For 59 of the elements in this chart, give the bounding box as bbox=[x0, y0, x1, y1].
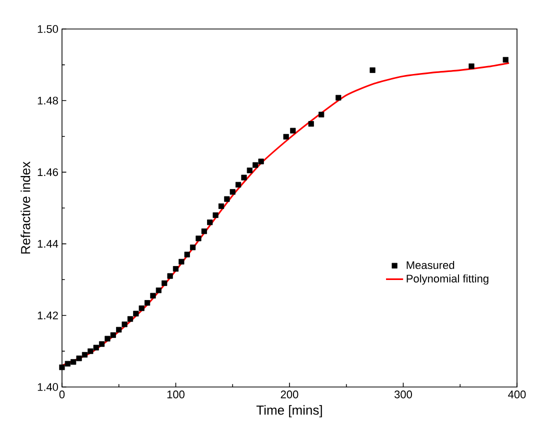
point bbox=[336, 94, 342, 101]
point bbox=[156, 288, 162, 294]
point bbox=[241, 174, 247, 180]
point bbox=[104, 336, 110, 342]
point bbox=[318, 112, 324, 118]
y-tick-label: 1.48 bbox=[38, 96, 58, 104]
x-tick-label: 300 bbox=[394, 390, 412, 398]
x-tick-label: 200 bbox=[280, 390, 298, 398]
point bbox=[370, 67, 376, 73]
x-axis-title: Time [mins] bbox=[256, 405, 322, 418]
point bbox=[133, 310, 139, 316]
y-axis-title: Refractive index bbox=[20, 162, 30, 254]
point bbox=[224, 196, 230, 202]
point bbox=[144, 300, 150, 306]
point bbox=[70, 359, 76, 365]
point bbox=[138, 305, 144, 312]
point bbox=[190, 244, 196, 250]
y-tick-label: 1.46 bbox=[38, 168, 58, 176]
y-tick-label: 1.40 bbox=[38, 383, 58, 391]
point bbox=[122, 322, 128, 328]
point bbox=[246, 168, 252, 174]
point bbox=[218, 203, 224, 210]
point bbox=[59, 364, 65, 370]
x-tick-label: 0 bbox=[59, 390, 65, 398]
x-tick-label: 400 bbox=[508, 390, 526, 398]
point bbox=[184, 252, 190, 258]
point bbox=[230, 189, 236, 195]
legend-label: Measured bbox=[406, 260, 454, 270]
point bbox=[172, 266, 179, 272]
point bbox=[167, 273, 173, 279]
x-tick-label: 100 bbox=[167, 390, 184, 398]
point bbox=[93, 344, 99, 350]
point bbox=[162, 280, 168, 286]
point bbox=[178, 258, 184, 264]
point bbox=[82, 352, 88, 358]
point bbox=[502, 56, 508, 63]
point bbox=[116, 326, 122, 333]
point bbox=[207, 220, 213, 226]
point bbox=[308, 121, 314, 127]
point bbox=[201, 228, 207, 234]
point bbox=[258, 158, 264, 164]
point bbox=[196, 236, 202, 242]
point bbox=[76, 356, 82, 362]
point bbox=[64, 360, 70, 367]
point bbox=[252, 162, 258, 168]
point bbox=[283, 134, 289, 140]
y-tick-label: 1.44 bbox=[38, 240, 58, 248]
point bbox=[110, 332, 116, 338]
legend-label: Polynomial fitting bbox=[406, 274, 488, 285]
point bbox=[150, 292, 156, 299]
point bbox=[468, 63, 474, 70]
point bbox=[127, 316, 134, 322]
y-tick-label: 1.50 bbox=[38, 25, 58, 33]
point bbox=[99, 341, 105, 347]
point bbox=[212, 212, 218, 218]
point bbox=[88, 348, 94, 354]
point bbox=[290, 128, 296, 134]
point bbox=[236, 182, 242, 188]
y-tick-label: 1.42 bbox=[38, 312, 58, 320]
